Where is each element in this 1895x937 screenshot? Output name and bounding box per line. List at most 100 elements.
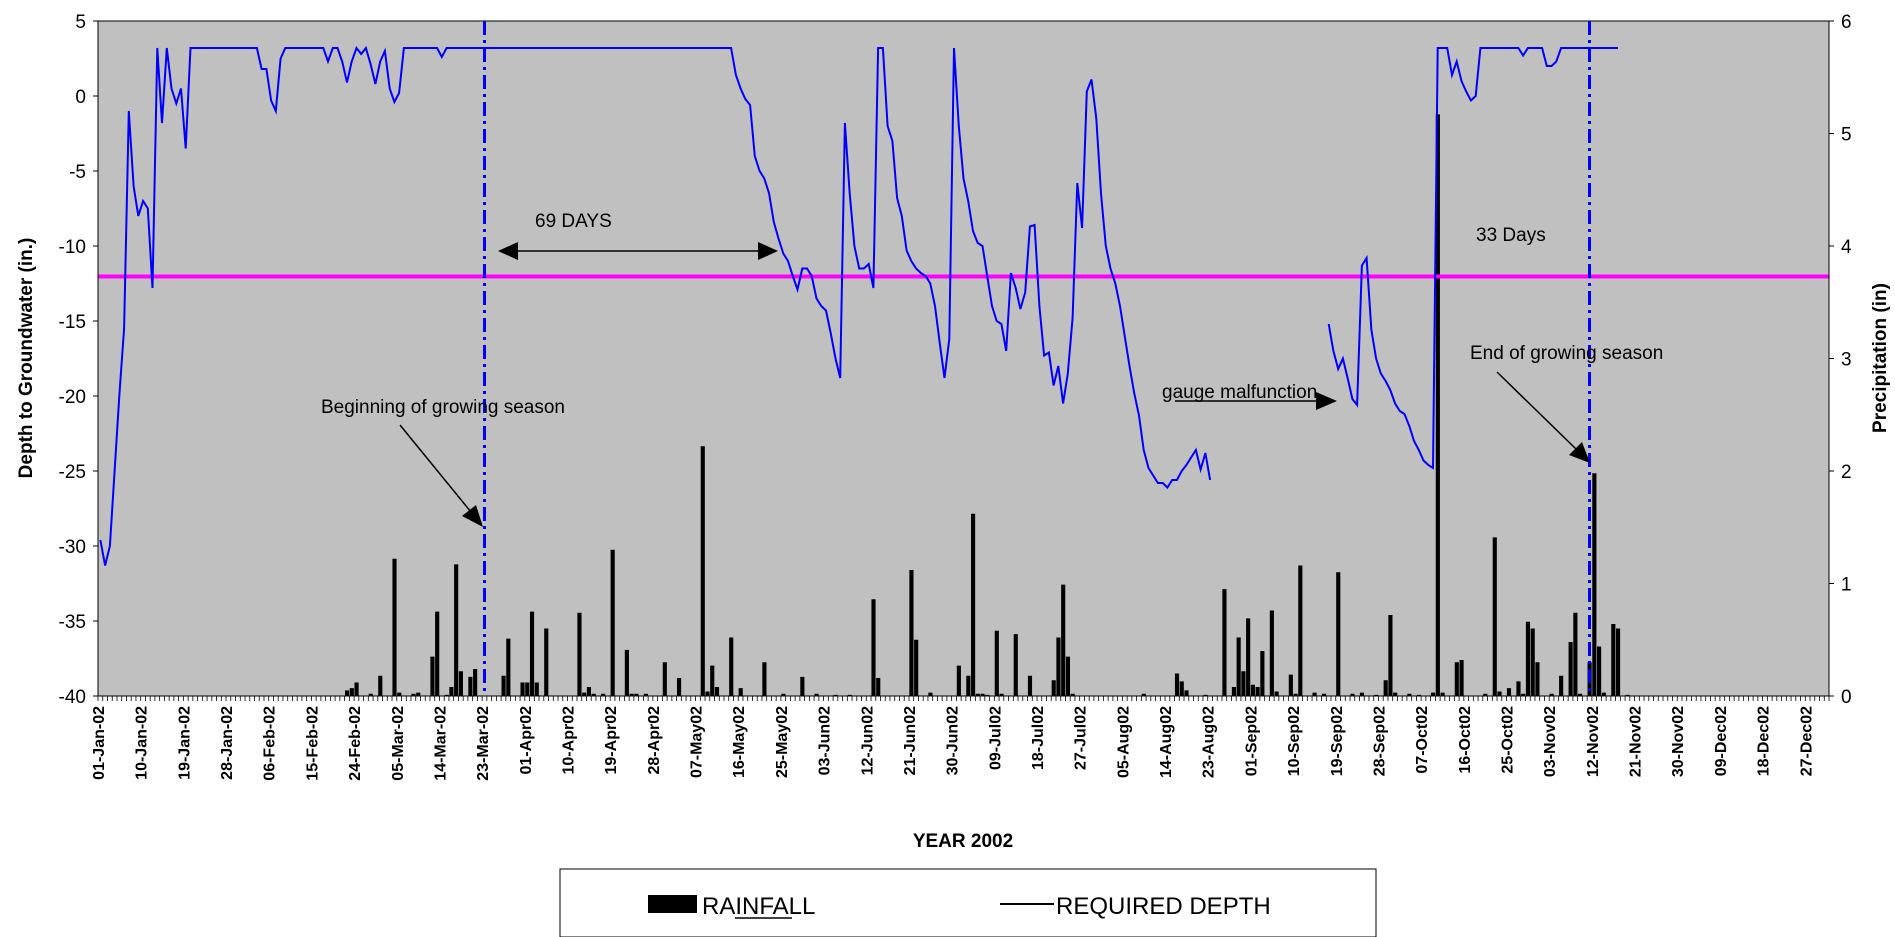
rainfall-bar xyxy=(833,694,838,696)
x-tick-label: 30-Nov02 xyxy=(1670,706,1687,777)
rainfall-bar xyxy=(1407,693,1412,696)
rainfall-bar xyxy=(525,682,530,696)
rainfall-bar xyxy=(430,656,435,696)
rainfall-bar xyxy=(1625,694,1630,696)
x-tick-label: 27-Dec02 xyxy=(1798,706,1815,776)
rainfall-bar xyxy=(1312,692,1317,696)
x-tick-label: 10-Apr02 xyxy=(561,706,578,775)
x-tick-label: 05-Aug02 xyxy=(1115,706,1132,778)
rainfall-bar xyxy=(1559,675,1564,696)
rainfall-bar xyxy=(729,637,734,696)
x-tick-label: 21-Jun02 xyxy=(902,706,919,775)
rainfall-bar xyxy=(368,693,373,696)
rainfall-bar xyxy=(1435,114,1440,696)
x-tick-label: 23-Mar-02 xyxy=(475,706,492,781)
rainfall-bar xyxy=(980,693,985,696)
rainfall-bar xyxy=(345,690,350,696)
rainfall-bar xyxy=(1535,662,1540,696)
rainfall-bar xyxy=(1236,637,1241,696)
annotation-33-days: 33 Days xyxy=(1476,225,1546,246)
rainfall-bar xyxy=(928,692,933,696)
rainfall-bar xyxy=(1611,624,1616,696)
depth-line xyxy=(99,45,1212,566)
x-tick-label: 12-Nov02 xyxy=(1585,706,1602,777)
x-axis-title: YEAR 2002 xyxy=(913,831,1013,852)
y-axis-left-title: Depth to Groundwater (in.) xyxy=(16,238,37,479)
rainfall-bar xyxy=(1393,692,1398,696)
rainfall-bar xyxy=(1070,693,1075,696)
rainfall-bar xyxy=(1506,688,1512,696)
rainfall-bar xyxy=(1568,642,1573,696)
rainfall-bar xyxy=(700,446,705,696)
growing-season-lines xyxy=(483,21,1592,696)
rainfall-bar xyxy=(1293,693,1298,696)
rainfall-bar xyxy=(1184,690,1189,696)
x-tick-label: 28-Apr02 xyxy=(646,706,663,775)
rainfall-bar xyxy=(634,693,639,696)
rainfall-bar xyxy=(1440,692,1445,696)
rainfall-bar xyxy=(506,638,511,696)
x-tick-marks xyxy=(97,696,1830,701)
rainfall-bar xyxy=(1549,693,1554,696)
left-tick-label: -25 xyxy=(59,462,86,483)
x-minor-ticks xyxy=(97,696,1830,701)
rainfall-bar xyxy=(1521,693,1526,696)
rainfall-bar xyxy=(971,513,976,696)
rainfall-bar xyxy=(1203,694,1208,696)
rainfall-bar xyxy=(1288,674,1293,696)
rainfall-bar xyxy=(1497,691,1502,696)
x-tick-label: 10-Jan-02 xyxy=(134,706,151,780)
rainfall-bar xyxy=(966,675,971,696)
rainfall-bar xyxy=(871,599,876,696)
rainfall-bar xyxy=(629,693,634,696)
rainfall-bar xyxy=(1179,681,1184,696)
depth-line xyxy=(1327,47,1618,470)
x-tick-label: 14-Aug02 xyxy=(1158,706,1175,778)
rainfall-bar xyxy=(1260,651,1265,696)
rainfall-bar xyxy=(416,692,421,696)
rainfall-bar xyxy=(1241,671,1246,696)
x-tick-label: 01-Sep02 xyxy=(1243,706,1260,776)
x-tick-label: 18-Dec02 xyxy=(1756,706,1773,776)
x-tick-label: 16-Oct02 xyxy=(1457,706,1474,774)
arrow-gauge xyxy=(1175,392,1337,410)
rainfall-bar xyxy=(591,693,596,696)
rainfall-bar xyxy=(1321,693,1327,696)
x-tick-label: 27-Jul02 xyxy=(1073,706,1090,770)
x-tick-label: 19-Jan-02 xyxy=(176,706,193,780)
rainfall-bar xyxy=(1061,584,1066,696)
rainfall-bar xyxy=(814,693,819,696)
rainfall-bar xyxy=(582,692,587,696)
rainfall-bar xyxy=(411,693,416,696)
rainfall-bar xyxy=(449,687,454,696)
x-tick-label: 30-Jun02 xyxy=(945,706,962,775)
x-tick-label: 03-Jun02 xyxy=(817,706,834,775)
right-tick-label: 4 xyxy=(1841,237,1852,258)
rainfall-bar xyxy=(1525,621,1531,696)
x-tick-label: 19-Apr02 xyxy=(603,706,620,775)
rainfall-bar xyxy=(985,694,990,696)
x-tick-label: 06-Feb-02 xyxy=(262,706,279,781)
x-tick-label: 23-Aug02 xyxy=(1201,706,1218,778)
right-tick-label: 6 xyxy=(1841,12,1852,33)
left-tick-label: 0 xyxy=(75,87,86,108)
x-tick-label: 18-Jul02 xyxy=(1030,706,1047,770)
x-tick-label: 28-Sep02 xyxy=(1372,706,1389,776)
rainfall-bar xyxy=(643,693,648,696)
right-tick-labels: 6 5 4 3 2 1 0 xyxy=(1829,12,1852,708)
rainfall-bar xyxy=(1374,694,1379,696)
rainfall-bar xyxy=(473,669,478,696)
rainfall-bar xyxy=(444,694,449,696)
legend-depth-label: REQUIRED DEPTH xyxy=(1056,893,1271,920)
rainfall-bar xyxy=(1359,692,1365,696)
rainfall-bar xyxy=(1141,693,1146,696)
rainfall-bar xyxy=(1246,618,1251,696)
rainfall-bar xyxy=(1298,565,1303,696)
x-tick-label: 07-Oct02 xyxy=(1414,706,1431,774)
legend-rainfall-swatch xyxy=(648,895,697,913)
rainfall-bars xyxy=(345,114,1630,696)
rainfall-bar xyxy=(1597,646,1602,696)
rainfall-bar xyxy=(1013,634,1018,696)
rainfall-bar xyxy=(876,678,881,696)
x-tick-label: 12-Jun02 xyxy=(859,706,876,775)
